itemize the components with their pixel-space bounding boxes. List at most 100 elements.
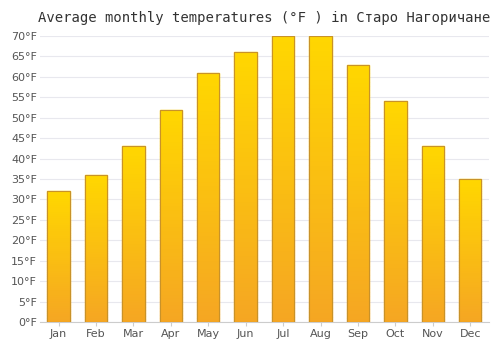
Bar xyxy=(272,246,294,251)
Bar xyxy=(310,217,332,222)
Bar xyxy=(234,201,257,205)
Bar xyxy=(48,233,70,235)
Bar xyxy=(384,175,406,178)
Bar xyxy=(197,181,220,185)
Bar xyxy=(346,99,369,103)
Bar xyxy=(234,147,257,151)
Bar xyxy=(346,301,369,305)
Bar xyxy=(122,205,144,208)
Bar xyxy=(122,307,144,310)
Bar xyxy=(310,279,332,284)
Bar xyxy=(384,134,406,138)
Bar xyxy=(122,287,144,290)
Bar xyxy=(234,88,257,93)
Bar xyxy=(197,185,220,189)
Bar xyxy=(459,191,481,193)
Bar xyxy=(384,105,406,109)
Bar xyxy=(384,190,406,193)
Bar xyxy=(310,60,332,65)
Bar xyxy=(122,225,144,228)
Bar xyxy=(384,285,406,289)
Bar xyxy=(459,246,481,248)
Bar xyxy=(122,152,144,155)
Bar xyxy=(160,117,182,120)
Bar xyxy=(160,145,182,148)
Bar xyxy=(310,103,332,107)
Bar xyxy=(346,77,369,82)
Bar xyxy=(459,286,481,289)
Bar xyxy=(234,241,257,246)
Bar xyxy=(422,187,444,190)
Bar xyxy=(459,274,481,277)
Bar xyxy=(48,296,70,298)
Bar xyxy=(85,271,107,273)
Bar xyxy=(160,141,182,145)
Bar xyxy=(48,215,70,217)
Bar xyxy=(122,214,144,217)
Bar xyxy=(384,182,406,186)
Bar xyxy=(160,223,182,226)
Bar xyxy=(459,293,481,296)
Bar xyxy=(234,259,257,264)
Bar xyxy=(422,275,444,278)
Bar xyxy=(459,270,481,272)
Bar xyxy=(122,237,144,240)
Bar xyxy=(384,259,406,263)
Bar xyxy=(160,148,182,152)
Bar xyxy=(160,138,182,141)
Bar xyxy=(272,255,294,260)
Bar xyxy=(346,258,369,262)
Bar xyxy=(346,163,369,168)
Bar xyxy=(384,230,406,234)
Bar xyxy=(85,288,107,290)
Bar xyxy=(160,216,182,219)
Bar xyxy=(160,287,182,290)
Bar xyxy=(48,285,70,287)
Bar xyxy=(160,124,182,127)
Bar xyxy=(384,112,406,116)
Bar xyxy=(122,187,144,190)
Bar xyxy=(310,55,332,60)
Bar xyxy=(197,314,220,318)
Bar xyxy=(122,158,144,161)
Bar xyxy=(234,246,257,250)
Bar xyxy=(197,73,220,77)
Bar xyxy=(197,210,220,214)
Bar xyxy=(197,173,220,177)
Bar xyxy=(85,180,107,182)
Bar xyxy=(459,239,481,241)
Bar xyxy=(85,222,107,224)
Bar xyxy=(310,212,332,217)
Bar xyxy=(346,202,369,206)
Bar xyxy=(122,173,144,176)
Bar xyxy=(234,237,257,241)
Bar xyxy=(234,61,257,66)
Bar xyxy=(384,215,406,219)
Bar xyxy=(310,198,332,203)
Bar xyxy=(384,303,406,307)
Bar xyxy=(48,235,70,237)
Bar xyxy=(459,236,481,239)
Bar xyxy=(384,274,406,278)
Bar xyxy=(459,248,481,251)
Bar xyxy=(197,276,220,280)
Bar xyxy=(85,195,107,197)
Bar xyxy=(422,284,444,287)
Bar xyxy=(272,265,294,270)
Bar xyxy=(459,231,481,234)
Bar xyxy=(310,241,332,246)
Bar xyxy=(234,115,257,120)
Bar xyxy=(85,315,107,317)
Bar xyxy=(85,248,107,251)
Bar xyxy=(422,316,444,319)
Bar xyxy=(197,289,220,293)
Bar xyxy=(160,209,182,212)
Bar xyxy=(197,305,220,309)
Bar xyxy=(197,280,220,285)
Bar xyxy=(384,315,406,318)
Bar xyxy=(234,250,257,254)
Bar xyxy=(384,256,406,259)
Bar xyxy=(160,184,182,187)
Bar xyxy=(346,223,369,228)
Bar xyxy=(234,304,257,308)
